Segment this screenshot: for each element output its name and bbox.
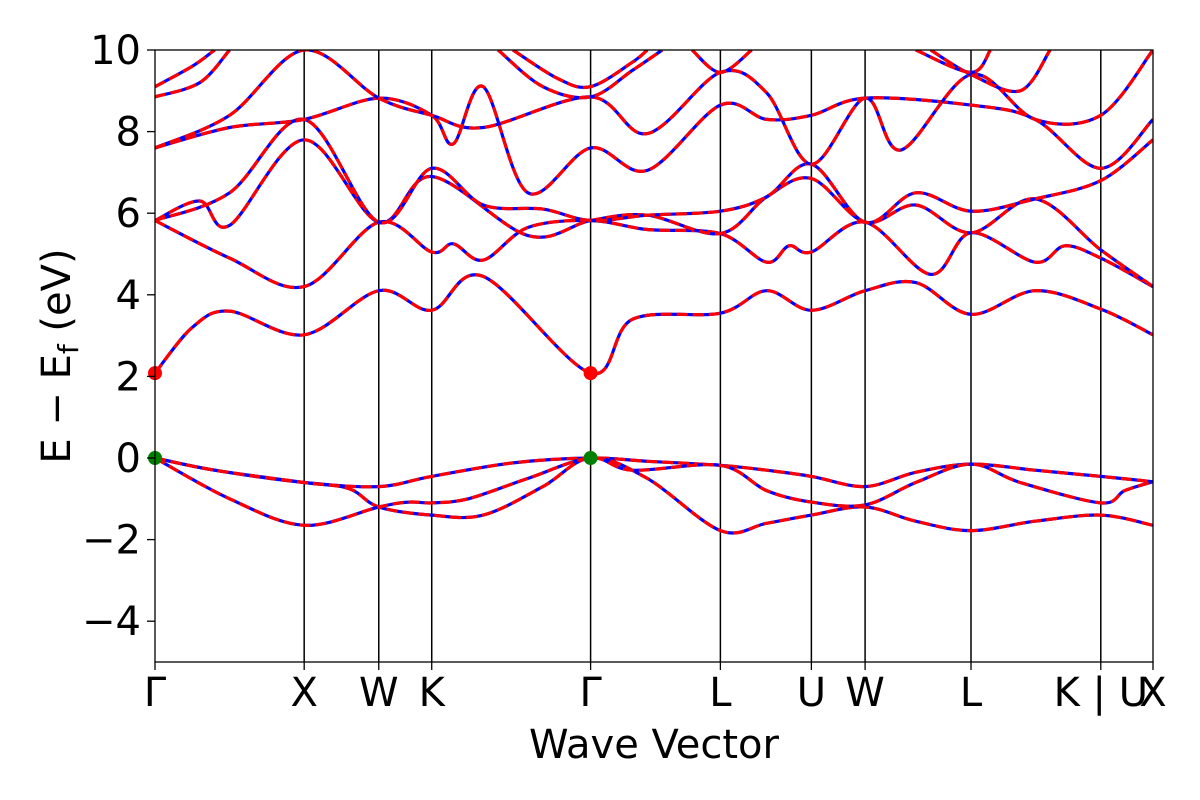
y-tick-label: 6	[116, 191, 141, 237]
x-axis-label: Wave Vector	[529, 722, 780, 768]
k-point-label: L	[709, 670, 732, 716]
band-line-dashed	[155, 50, 231, 99]
bands	[155, 50, 1153, 535]
y-tick-label: 10	[90, 28, 141, 74]
y-axis-ticks: −4 −2 0 2 4 6 8 10	[82, 28, 155, 645]
y-axis-label-main: E − E	[34, 354, 80, 464]
band-line-dashed	[155, 273, 1153, 376]
y-tick-label: −2	[82, 518, 141, 564]
y-tick-label: 8	[116, 110, 141, 156]
y-axis-label-unit: (eV)	[34, 248, 80, 344]
band-line-dashed	[155, 456, 1153, 535]
plot-frame	[154, 49, 1154, 663]
band-line-dashed	[512, 50, 649, 90]
y-tick-label: 2	[116, 354, 141, 400]
k-point-label: W	[845, 670, 885, 716]
k-point-label: X	[1139, 670, 1166, 716]
band-line-dashed	[915, 50, 992, 75]
y-tick-label: 4	[116, 273, 141, 319]
y-axis-label-subscript: f	[52, 343, 85, 354]
k-point-label: K	[419, 670, 447, 716]
y-axis-label: E − Ef (eV)	[34, 248, 85, 463]
kpoint-lines	[303, 50, 1102, 662]
k-point-label: L	[960, 670, 983, 716]
vbm-marker	[583, 451, 598, 465]
k-point-label: K | U	[1054, 670, 1148, 716]
cbm-marker	[583, 366, 598, 381]
y-tick-label: 0	[116, 436, 141, 482]
band-line-dashed	[155, 50, 216, 89]
band-line-dashed	[929, 50, 1052, 94]
k-point-label: Γ	[579, 670, 602, 716]
k-point-label: X	[290, 670, 317, 716]
band-line-dashed	[690, 50, 753, 75]
k-point-label: U	[797, 670, 826, 716]
y-tick-label: −4	[82, 599, 141, 645]
k-point-label: W	[359, 670, 399, 716]
band-line-dashed	[155, 456, 1153, 489]
plot-background	[155, 50, 1153, 662]
band-line-dashed	[155, 456, 1153, 527]
band-line-dashed	[497, 50, 664, 100]
k-point-label: Γ	[144, 670, 167, 716]
band-line-dashed	[155, 117, 1153, 225]
